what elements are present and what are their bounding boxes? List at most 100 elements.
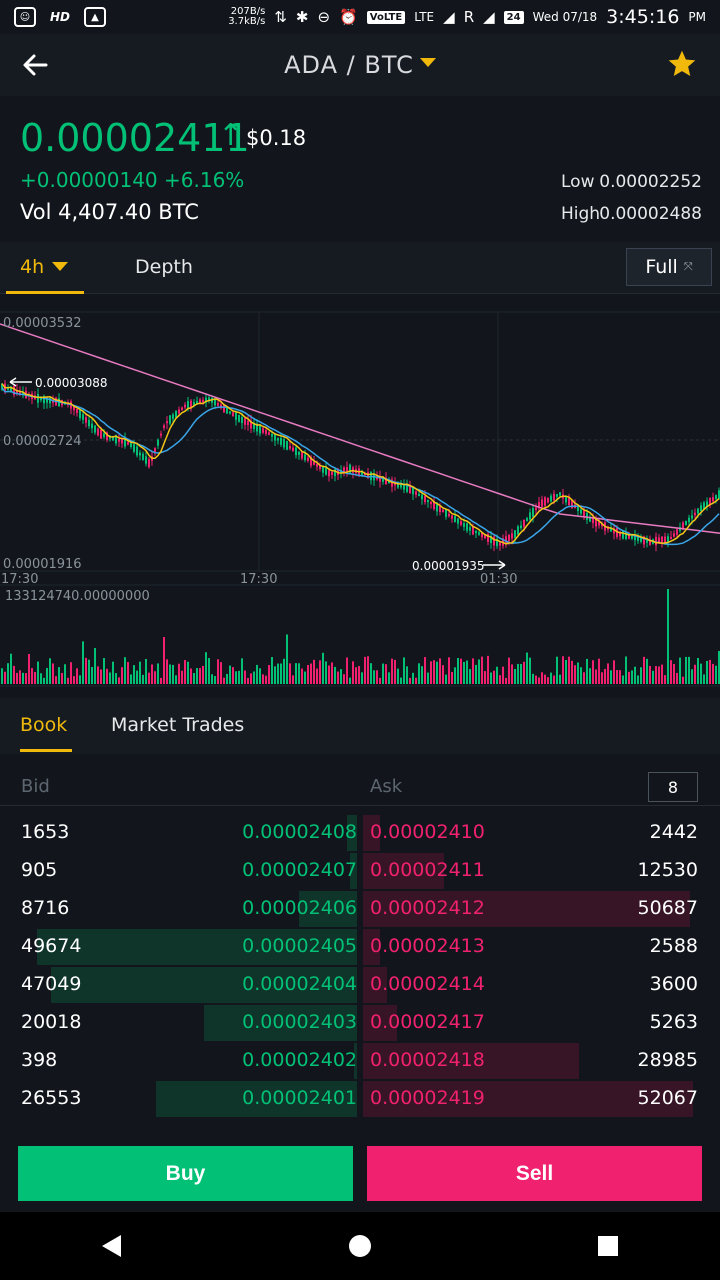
volume-bar xyxy=(259,668,261,684)
depth-selector[interactable]: 8 xyxy=(648,772,698,802)
ask-price: 0.00002411 xyxy=(370,859,485,881)
low-value: 0.00002252 xyxy=(599,172,702,192)
volume-bar xyxy=(685,656,687,684)
volume-bar xyxy=(136,670,138,684)
tab-market-trades[interactable]: Market Trades xyxy=(111,714,245,736)
volume-bar xyxy=(385,664,387,684)
candle xyxy=(451,515,453,519)
volume-bar xyxy=(40,673,42,684)
candle xyxy=(316,463,318,467)
candle xyxy=(454,516,456,522)
candle xyxy=(166,421,168,424)
ask-depth-bar xyxy=(363,891,690,927)
candle xyxy=(232,412,234,417)
ask-depth-bar xyxy=(363,929,380,965)
back-arrow-icon[interactable] xyxy=(20,50,50,80)
volume-bar xyxy=(253,671,255,684)
candle xyxy=(22,391,24,396)
candle xyxy=(193,402,195,405)
x-label-2: 17:30 xyxy=(240,572,277,587)
volte-badge: VoLTE xyxy=(366,10,406,24)
candle xyxy=(685,520,687,526)
fullscreen-button[interactable]: Full ⤧ xyxy=(626,248,712,286)
candle xyxy=(256,423,258,432)
candle xyxy=(538,502,540,509)
nav-recents-icon[interactable] xyxy=(598,1236,618,1256)
tab-depth[interactable]: Depth xyxy=(135,256,193,278)
candle xyxy=(262,428,264,433)
order-book-row[interactable]: 398 0.00002402 0.00002418 28985 xyxy=(0,1043,720,1081)
volume-bar xyxy=(526,652,528,684)
candle xyxy=(328,470,330,477)
candle xyxy=(433,500,435,510)
do-not-disturb-icon: ⊖ xyxy=(317,8,331,26)
volume-bar xyxy=(469,669,471,684)
candlestick-chart[interactable]: 0.00003532 0.00002724 0.00001916 0.00003… xyxy=(0,294,720,698)
candle xyxy=(202,399,204,403)
tab-book[interactable]: Book xyxy=(20,714,68,736)
price-summary: 0.00002411 ↑ $0.18 +0.00000140 +6.16% Vo… xyxy=(0,96,720,242)
volume-bar xyxy=(358,666,360,684)
candle xyxy=(79,409,81,419)
ask-qty: 2442 xyxy=(649,821,698,843)
candle xyxy=(121,439,123,444)
high-marker-arrow xyxy=(9,377,17,387)
order-book-row[interactable]: 905 0.00002407 0.00002411 12530 xyxy=(0,853,720,891)
expand-icon: ⤧ xyxy=(683,260,693,273)
book-tabs: Book Market Trades xyxy=(0,698,720,754)
volume-bar xyxy=(454,667,456,684)
volume-bar xyxy=(325,661,327,684)
volume-bar xyxy=(199,668,201,684)
candle xyxy=(247,420,249,426)
smiley-notification-icon: ☺ xyxy=(14,7,36,27)
order-book-row[interactable]: 26553 0.00002401 0.00002419 52067 xyxy=(0,1081,720,1119)
clock-ampm: PM xyxy=(688,10,706,24)
chart-canvas: 0.00003532 0.00002724 0.00001916 0.00003… xyxy=(0,311,720,687)
order-book-row[interactable]: 49674 0.00002405 0.00002413 2588 xyxy=(0,929,720,967)
volume-bar xyxy=(661,664,663,684)
nav-back-icon[interactable] xyxy=(102,1235,121,1257)
volume-bar xyxy=(625,656,627,684)
candle xyxy=(664,536,666,543)
candle xyxy=(430,501,432,505)
y-label-bottom: 0.00001916 xyxy=(3,557,82,572)
volume-bar xyxy=(262,674,264,684)
volume-bar xyxy=(613,660,615,684)
order-book-row[interactable]: 8716 0.00002406 0.00002412 50687 xyxy=(0,891,720,929)
volume-bar xyxy=(631,670,633,684)
roaming-indicator: R xyxy=(463,8,475,26)
interval-selector[interactable]: 4h xyxy=(6,242,84,294)
candle xyxy=(346,467,348,473)
volume-bar xyxy=(205,652,207,684)
ask-depth-bar xyxy=(363,1043,579,1079)
buy-button[interactable]: Buy xyxy=(18,1146,353,1201)
volume-bar xyxy=(706,660,708,684)
order-book-row[interactable]: 1653 0.00002408 0.00002410 2442 xyxy=(0,815,720,853)
favorite-star-icon[interactable] xyxy=(666,48,698,80)
candle xyxy=(649,539,651,545)
candle xyxy=(244,418,246,425)
nav-home-icon[interactable] xyxy=(349,1235,371,1257)
candle xyxy=(10,386,12,393)
pair-selector[interactable]: ADA / BTC xyxy=(284,51,436,79)
volume-bar xyxy=(181,670,183,684)
volume-bar xyxy=(157,663,159,684)
volume-bar xyxy=(58,667,60,684)
ask-qty: 52067 xyxy=(637,1087,698,1109)
volume-bar xyxy=(535,675,537,684)
candle xyxy=(304,454,306,461)
order-book-row[interactable]: 20018 0.00002403 0.00002417 5263 xyxy=(0,1005,720,1043)
chevron-down-icon xyxy=(419,57,436,67)
volume-bar xyxy=(22,672,24,684)
bid-depth-bar xyxy=(299,891,357,927)
volume-bar xyxy=(427,672,429,684)
volume-bar xyxy=(538,677,540,684)
candle xyxy=(541,499,543,507)
sell-button[interactable]: Sell xyxy=(367,1146,702,1201)
y-label-top: 0.00003532 xyxy=(3,316,82,331)
order-book-row[interactable]: 47049 0.00002404 0.00002414 3600 xyxy=(0,967,720,1005)
candle xyxy=(511,533,513,539)
candle xyxy=(187,401,189,410)
volume-bar xyxy=(193,673,195,684)
candle xyxy=(505,536,507,544)
